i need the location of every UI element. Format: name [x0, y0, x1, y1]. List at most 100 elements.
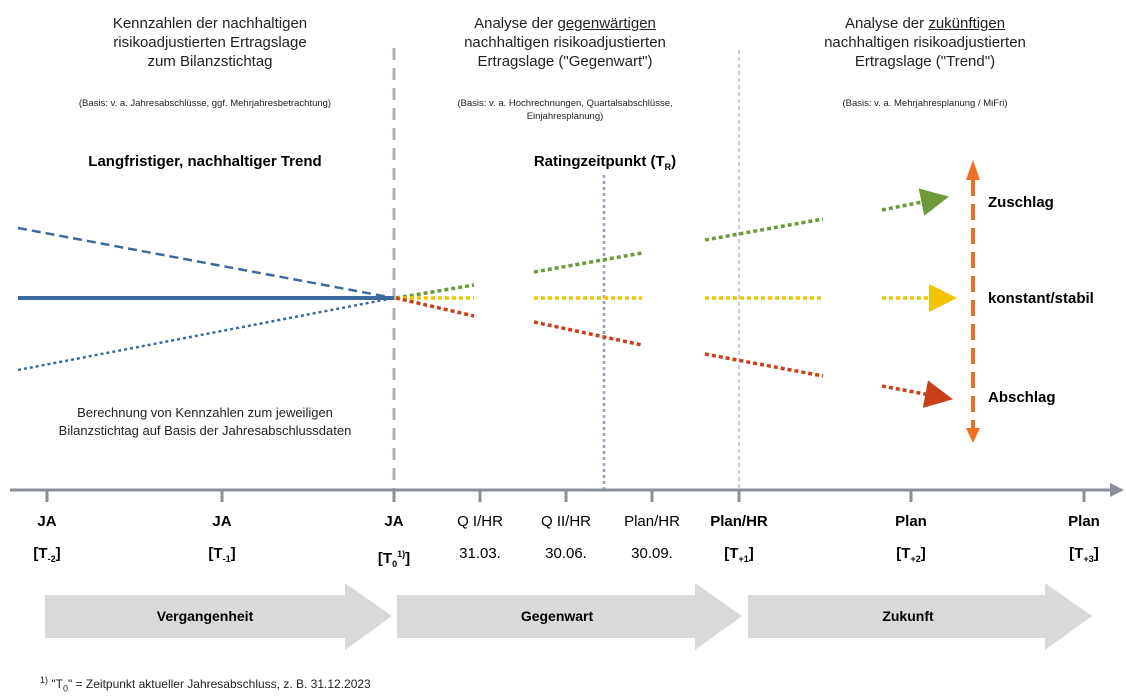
phase-label-past: Vergangenheit [156, 608, 254, 624]
tick-9-sub: +3 [1083, 554, 1094, 564]
tick-3-top: JA [384, 513, 404, 530]
tick-9-close: ] [1093, 545, 1099, 562]
tick-8-sub: +2 [910, 554, 921, 564]
trend-title: Langfristiger, nachhaltiger Trend [88, 153, 322, 170]
basis-past-line1: (Basis: v. a. Jahresabschlüsse, ggf. Meh… [78, 98, 332, 109]
footnote: 1) "T0" = Zeitpunkt aktueller Jahresabsc… [40, 675, 371, 693]
header-present-line2: nachhaltigen risikoadjustierten [464, 34, 666, 51]
tick-4-top: Q I/HR [457, 513, 503, 530]
header-future-line1-pre: Analyse der [844, 15, 929, 32]
tick-5-date: 30.06. [545, 545, 587, 562]
rating-title: Ratingzeitpunkt (TR) [470, 153, 740, 172]
tick-3-sup: 1) [397, 549, 406, 559]
phase-arrow-future [748, 583, 1092, 650]
header-future-line1-underlined: zukünftigen [928, 15, 1006, 32]
red-seg-1 [395, 296, 475, 318]
basis-present: (Basis: v. a. Hochrechnungen, Quartalsab… [400, 97, 730, 123]
tick-6-top: Plan/HR [624, 513, 680, 530]
header-future-line2: nachhaltigen risikoadjustierten [824, 34, 1026, 51]
footnote-sup: 1) [40, 675, 49, 685]
header-past-line2: risikoadjustierten Ertragslage [113, 34, 307, 51]
header-present: Analyse der gegenwärtigen nachhaltigen r… [405, 14, 725, 71]
tick-9-top: Plan [1068, 513, 1100, 530]
tick-label-9: Plan [T+3] [1034, 512, 1126, 569]
tick-1-close: ] [55, 545, 61, 562]
header-future: Analyse der zukünftigen nachhaltigen ris… [765, 14, 1085, 71]
basis-future-line1: (Basis: v. a. Mehrjahresplanung / MiFri) [842, 98, 1008, 109]
tick-2-top: JA [212, 513, 232, 530]
calc-note: Berechnung von Kennzahlen zum jeweiligen… [20, 404, 390, 440]
tick-9-bottom: [T+3] [1034, 544, 1126, 569]
tick-2-sub: -1 [222, 554, 231, 564]
label-zuschlag: Zuschlag [988, 194, 1054, 211]
green-arrow [881, 188, 949, 216]
tick-label-3: JA [T01)] [344, 512, 444, 574]
phase-arrow-present [397, 583, 742, 650]
footnote-sub: 0 [62, 683, 68, 694]
tick-2-br: [T [208, 545, 223, 562]
tick-7-bottom: [T+1] [689, 544, 789, 569]
green-seg-1 [395, 283, 475, 300]
calc-note-line2: Bilanzstichtag auf Basis der Jahresabsch… [58, 423, 352, 438]
rating-title-text: Ratingzeitpunkt (T [533, 153, 665, 170]
footnote-pre: "T [48, 677, 63, 691]
timeline-arrowhead [1110, 483, 1124, 497]
trend-line-dotted [17, 296, 395, 372]
tick-3-close: ] [405, 550, 411, 567]
rating-title-close: ) [671, 153, 677, 170]
label-konstant: konstant/stabil [988, 290, 1094, 307]
tick-label-2: JA [T-1] [172, 512, 272, 569]
tick-label-6: Plan/HR 30.09. [602, 512, 702, 564]
timeline-ticks [45, 490, 1086, 502]
tick-label-1: JA [T-2] [0, 512, 97, 569]
tick-7-top: Plan/HR [710, 513, 768, 530]
tick-4-date: 31.03. [459, 545, 501, 562]
tick-1-top: JA [37, 513, 57, 530]
header-present-line1-pre: Analyse der [474, 15, 558, 32]
tick-1-br: [T [33, 545, 48, 562]
label-abschlag: Abschlag [988, 389, 1056, 406]
red-seg-3 [704, 352, 824, 378]
tick-label-5: Q II/HR 30.06. [516, 512, 616, 564]
tick-3-bottom: [T01)] [344, 544, 444, 574]
tick-label-4: Q I/HR 31.03. [430, 512, 530, 564]
header-past-line1: Kennzahlen der nachhaltigen [112, 15, 308, 32]
tick-8-bottom: [T+2] [861, 544, 961, 569]
tick-7-sub: +1 [738, 554, 749, 564]
header-future-line3: Ertragslage ("Trend") [854, 53, 996, 70]
basis-present-line1: (Basis: v. a. Hochrechnungen, Quartalsab… [457, 98, 673, 109]
tick-3-sub: 0 [392, 559, 398, 569]
tick-6-date: 30.09. [631, 545, 673, 562]
red-seg-2 [533, 320, 643, 347]
basis-past: (Basis: v. a. Jahresabschlüsse, ggf. Meh… [20, 97, 390, 110]
basis-present-line2: Einjahresplanung) [526, 111, 604, 122]
green-seg-3 [704, 217, 824, 242]
trend-line-dashed [17, 226, 395, 300]
tick-label-8: Plan [T+2] [861, 512, 961, 569]
phase-label-future: Zukunft [882, 608, 934, 624]
tick-1-sub: -2 [47, 554, 56, 564]
tick-8-br: [T [896, 545, 911, 562]
header-past-line3: zum Bilanzstichtag [147, 53, 273, 70]
orange-up-arrowhead [966, 160, 980, 180]
phase-label-present: Gegenwart [520, 608, 594, 624]
tick-7-close: ] [748, 545, 754, 562]
tick-7-br: [T [724, 545, 739, 562]
footnote-post: " = Zeitpunkt aktueller Jahresabschluss,… [67, 677, 371, 691]
calc-note-line1: Berechnung von Kennzahlen zum jeweiligen [77, 405, 333, 420]
basis-future: (Basis: v. a. Mehrjahresplanung / MiFri) [765, 97, 1085, 110]
tick-8-top: Plan [895, 513, 927, 530]
orange-down-arrowhead [966, 428, 980, 443]
header-past: Kennzahlen der nachhaltigen risikoadjust… [40, 14, 380, 71]
header-present-line1-underlined: gegenwärtigen [557, 15, 656, 32]
green-seg-2 [533, 251, 643, 274]
phase-arrow-past [45, 583, 392, 650]
tick-label-7: Plan/HR [T+1] [689, 512, 789, 569]
tick-2-close: ] [230, 545, 236, 562]
tick-8-close: ] [920, 545, 926, 562]
tick-3-br: [T [377, 550, 393, 567]
header-present-line1: Analyse der gegenwärtigen [405, 14, 725, 33]
tick-5-top: Q II/HR [540, 513, 591, 530]
red-arrow [881, 380, 953, 408]
header-present-line3: Ertragslage ("Gegenwart") [477, 53, 653, 70]
